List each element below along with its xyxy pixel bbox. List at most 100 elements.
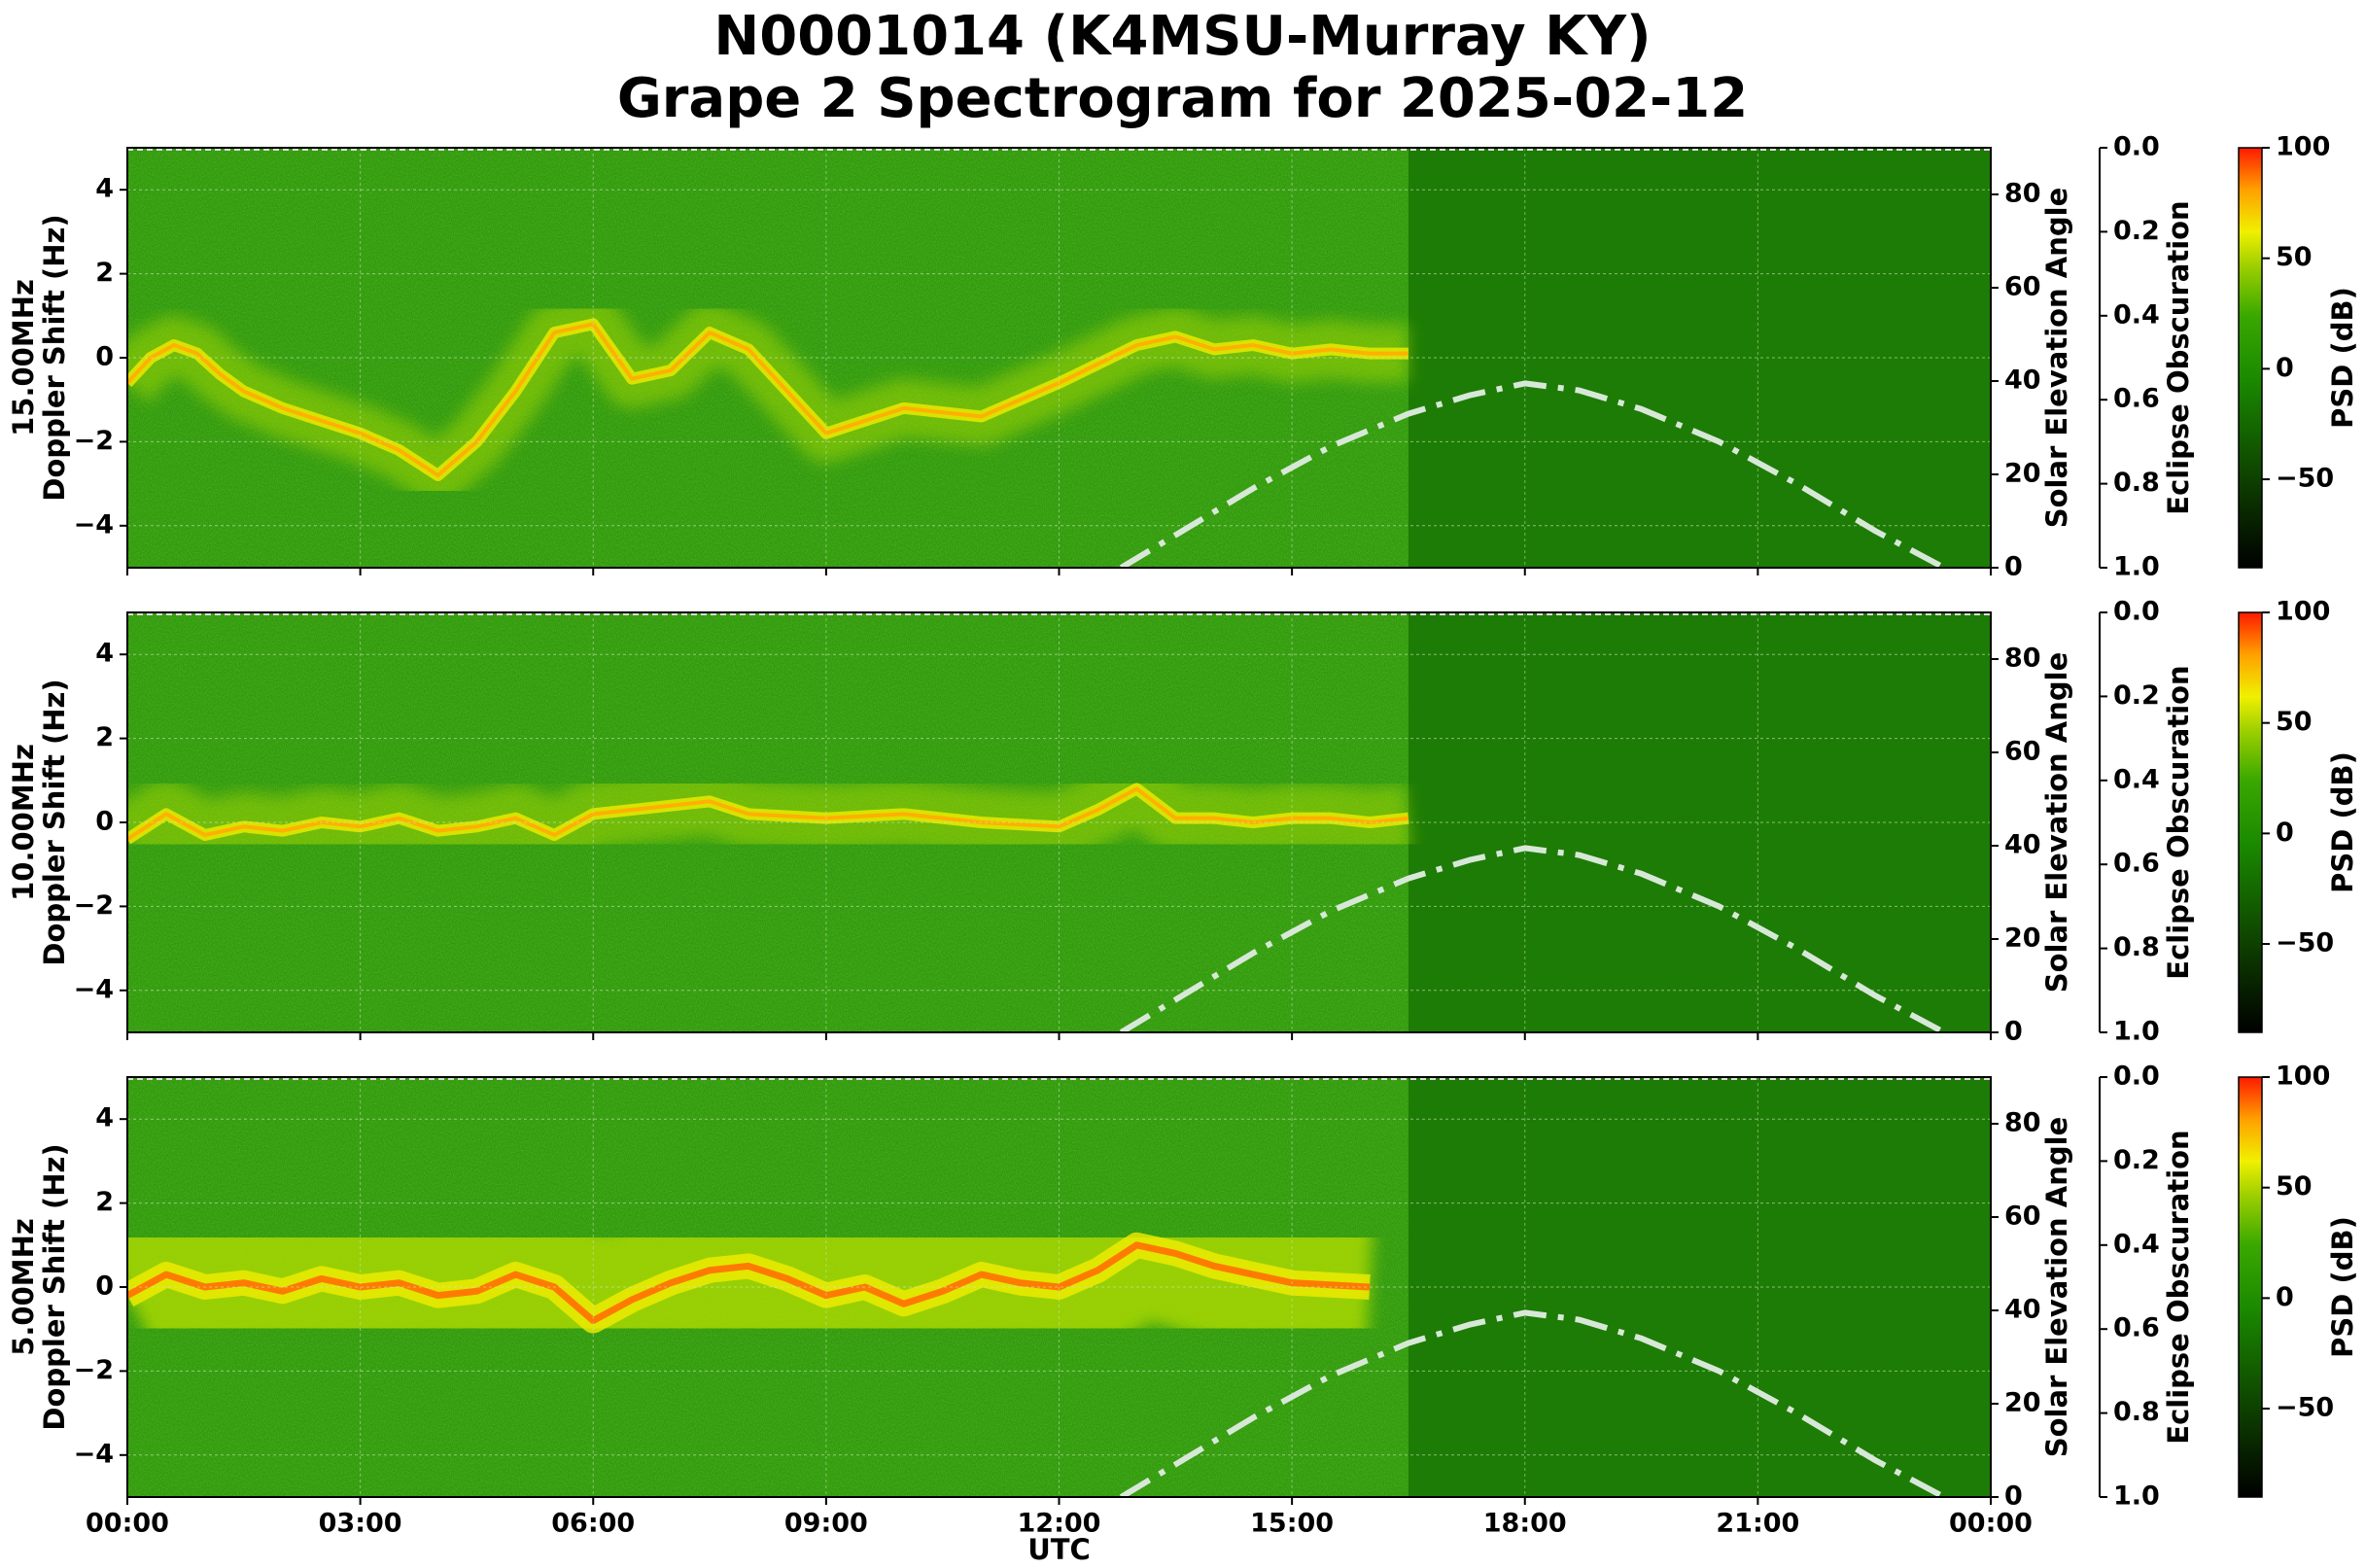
colorbar-tick-label: 50 <box>2276 242 2313 272</box>
panel-frequency-label: 5.00MHz <box>7 1218 40 1356</box>
y-tick-label: 0 <box>95 342 114 372</box>
solar-elevation-curve <box>1119 845 1946 1032</box>
y-tick-label: −4 <box>74 509 114 540</box>
y-tick-label: 4 <box>95 639 114 669</box>
solar-tick-label: 20 <box>2004 459 2041 489</box>
panel-frequency-label: 10.00MHz <box>7 744 40 901</box>
y-tick-label: −4 <box>74 1439 114 1469</box>
x-tick-label: 03:00 <box>319 1509 402 1539</box>
solar-tick-label: 60 <box>2004 1202 2041 1232</box>
y-tick-label: 4 <box>95 1103 114 1133</box>
figure-title-line1: N0001014 (K4MSU-Murray KY) <box>713 5 1652 68</box>
figure-title-line2: Grape 2 Spectrogram for 2025-02-12 <box>616 67 1749 130</box>
eclipse-tick-label: 0.6 <box>2113 384 2160 414</box>
solar-elevation-curve <box>1119 1309 1946 1497</box>
eclipse-tick-label: 0.8 <box>2113 468 2160 498</box>
solar-tick-label: 40 <box>2004 830 2041 860</box>
y-tick-label: 2 <box>95 1187 114 1217</box>
y-tick-label: 0 <box>95 807 114 837</box>
x-tick-label: 18:00 <box>1483 1509 1567 1539</box>
solar-tick-label: 80 <box>2004 644 2041 674</box>
y-tick-label: 4 <box>95 174 114 204</box>
eclipse-tick-label: 0.8 <box>2113 1397 2160 1427</box>
solar-elevation-label: Solar Elevation Angle <box>2040 1117 2073 1458</box>
y-tick-label: 0 <box>95 1272 114 1302</box>
eclipse-tick-label: 1.0 <box>2113 1017 2160 1047</box>
solar-elevation-label: Solar Elevation Angle <box>2040 652 2073 993</box>
solar-tick-label: 0 <box>2004 1017 2023 1047</box>
solar-tick-label: 60 <box>2004 272 2041 302</box>
y-tick-label: −4 <box>74 974 114 1004</box>
eclipse-tick-label: 0.2 <box>2113 680 2160 711</box>
colorbar-tick-label: 50 <box>2276 707 2313 737</box>
eclipse-tick-label: 0.4 <box>2113 764 2160 794</box>
colorbar-tick-label: 0 <box>2276 1282 2294 1312</box>
low-signal-region <box>1408 1077 1991 1497</box>
y-tick-label: −2 <box>74 426 114 456</box>
plot-area <box>127 1077 1991 1497</box>
y-axis-label: Doppler Shift (Hz) <box>38 1143 71 1430</box>
solar-tick-label: 0 <box>2004 1481 2023 1512</box>
colorbar <box>2238 147 2263 569</box>
signal-trace <box>127 786 1409 841</box>
signal-trace <box>127 322 1409 477</box>
y-axis-label: Doppler Shift (Hz) <box>38 214 71 501</box>
x-axis-label: UTC <box>1027 1533 1091 1566</box>
solar-tick-label: 0 <box>2004 552 2023 582</box>
x-tick-label: 15:00 <box>1250 1509 1334 1539</box>
eclipse-obscuration-label: Eclipse Obscuration <box>2162 1130 2195 1444</box>
eclipse-tick-label: 0.8 <box>2113 932 2160 962</box>
solar-tick-label: 80 <box>2004 179 2041 209</box>
solar-tick-label: 40 <box>2004 366 2041 396</box>
x-tick-label: 06:00 <box>551 1509 635 1539</box>
colorbar-tick-label: 0 <box>2276 353 2294 383</box>
colorbar-label: PSD (dB) <box>2326 751 2359 893</box>
colorbar-tick-label: −50 <box>2276 1393 2334 1423</box>
panel-frequency-label: 15.00MHz <box>7 279 40 436</box>
solar-tick-label: 40 <box>2004 1295 2041 1325</box>
low-signal-region <box>1408 612 1991 1032</box>
eclipse-tick-label: 0.0 <box>2113 597 2160 627</box>
x-tick-label: 12:00 <box>1018 1509 1101 1539</box>
colorbar-tick-label: 50 <box>2276 1171 2313 1202</box>
solar-elevation-label: Solar Elevation Angle <box>2040 188 2073 529</box>
colorbar-tick-label: −50 <box>2276 464 2334 494</box>
x-tick-label: 00:00 <box>1949 1509 2033 1539</box>
colorbar-tick-label: 100 <box>2276 597 2330 627</box>
eclipse-tick-label: 0.2 <box>2113 216 2160 246</box>
y-tick-label: 2 <box>95 258 114 288</box>
y-tick-label: 2 <box>95 722 114 752</box>
eclipse-tick-label: 0.0 <box>2113 132 2160 162</box>
x-tick-label: 09:00 <box>784 1509 868 1539</box>
solar-tick-label: 20 <box>2004 1388 2041 1418</box>
eclipse-tick-label: 0.0 <box>2113 1062 2160 1092</box>
eclipse-tick-label: 0.6 <box>2113 1313 2160 1343</box>
colorbar-tick-label: 100 <box>2276 1062 2330 1092</box>
low-signal-region <box>1408 148 1991 568</box>
x-tick-label: 21:00 <box>1716 1509 1799 1539</box>
plot-area <box>127 612 1991 1032</box>
eclipse-tick-label: 1.0 <box>2113 1481 2160 1512</box>
colorbar <box>2238 1076 2263 1498</box>
colorbar-label: PSD (dB) <box>2326 287 2359 429</box>
solar-tick-label: 20 <box>2004 923 2041 954</box>
eclipse-tick-label: 0.4 <box>2113 299 2160 330</box>
y-tick-label: −2 <box>74 890 114 921</box>
eclipse-tick-label: 0.6 <box>2113 849 2160 879</box>
colorbar <box>2238 611 2263 1033</box>
eclipse-tick-label: 0.2 <box>2113 1145 2160 1175</box>
colorbar-tick-label: 100 <box>2276 132 2330 162</box>
solar-tick-label: 60 <box>2004 737 2041 767</box>
solar-tick-label: 80 <box>2004 1108 2041 1138</box>
eclipse-tick-label: 1.0 <box>2113 552 2160 582</box>
colorbar-label: PSD (dB) <box>2326 1216 2359 1358</box>
solar-elevation-curve <box>1119 380 1946 568</box>
eclipse-obscuration-label: Eclipse Obscuration <box>2162 665 2195 979</box>
eclipse-tick-label: 0.4 <box>2113 1229 2160 1259</box>
y-axis-label: Doppler Shift (Hz) <box>38 679 71 965</box>
